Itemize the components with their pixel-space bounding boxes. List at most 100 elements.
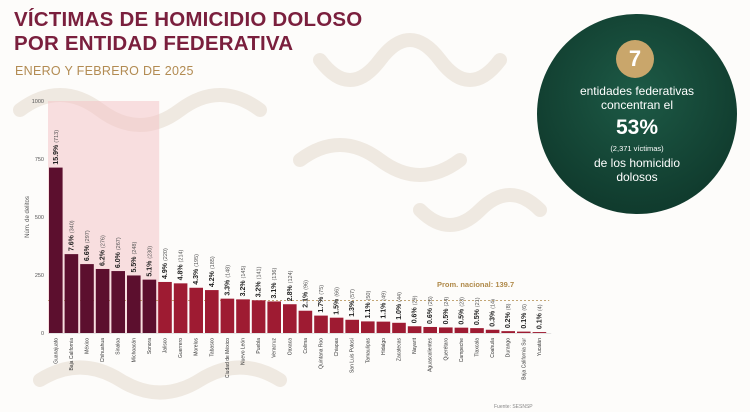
bar-count-label: (136) (272, 268, 278, 281)
category-label: Durango (506, 338, 512, 357)
bar-percent-label: 0.1% (536, 311, 543, 329)
bar-percent-label: 15.9% (53, 143, 60, 165)
bar (454, 327, 469, 333)
bar-value-label: 4.8% (214) (178, 249, 185, 280)
bar (501, 331, 515, 333)
bar-count-label: (248) (132, 242, 138, 255)
bar-value-label: 3.1% (136) (271, 268, 278, 299)
bar-count-label: (6) (522, 304, 528, 311)
bar (392, 322, 406, 333)
bar-percent-label: 0.5% (443, 307, 450, 325)
category-label: Aguascalientes (428, 338, 434, 372)
bar-percent-label: 3.2% (256, 279, 263, 297)
bar-count-label: (340) (69, 220, 75, 233)
bar-percent-label: 2.8% (287, 283, 294, 301)
bar-percent-label: 1.1% (380, 301, 387, 319)
category-label: Baja California Sur (521, 338, 527, 380)
bar (158, 281, 172, 333)
bar (80, 264, 94, 333)
bar-percent-label: 5.1% (146, 259, 153, 277)
bar-percent-label: 1.3% (349, 299, 356, 317)
bar-value-label: 2.8% (124) (287, 270, 294, 301)
page-title: VÍCTIMAS DE HOMICIDIO DOLOSO POR ENTIDAD… (14, 8, 362, 56)
category-label: Sinaloa (116, 338, 122, 355)
bar-count-label: (49) (381, 291, 387, 301)
bar-value-label: 4.2% (185) (209, 256, 216, 287)
category-label: Hidalgo (381, 338, 387, 355)
bar-count-label: (230) (147, 246, 153, 259)
bar-count-label: (267) (116, 237, 122, 250)
category-label: Oaxaca (287, 338, 293, 355)
bar (361, 321, 375, 333)
bar-count-label: (75) (319, 285, 325, 295)
bar-value-label: 0.2% (8) (505, 303, 512, 328)
bar-value-label: 4.9% (220) (162, 248, 169, 279)
bar-value-label: 0.1% (6) (521, 304, 528, 329)
callout-line-2: concentran el (600, 98, 674, 112)
bar-value-label: 1.7% (75) (318, 285, 325, 313)
bar-count-label: (220) (163, 248, 169, 261)
bar-count-label: (50) (366, 291, 372, 301)
callout-line-1: entidades federativas (579, 84, 695, 98)
category-label: San Luis Potosí (350, 337, 356, 373)
bar-value-label: 0.3% (14) (490, 299, 497, 327)
bar-value-label: 1.0% (44) (396, 292, 403, 320)
callout-line-3: de los homicidio (593, 156, 681, 170)
bar-percent-label: 2.1% (302, 290, 309, 308)
bar-value-label: 5.1% (230) (146, 246, 153, 277)
bar-count-label: (57) (350, 289, 356, 299)
callout-victims: (2,371 víctimas) (610, 144, 664, 153)
bar-count-label: (8) (506, 303, 512, 310)
bar (173, 283, 188, 333)
bar (189, 287, 203, 333)
bar-count-label: (185) (210, 256, 216, 269)
y-tick-label: 1000 (32, 99, 44, 105)
bar-percent-label: 0.2% (505, 310, 512, 328)
title-line-2: POR ENTIDAD FEDERATIVA (14, 32, 294, 55)
bar (517, 331, 531, 333)
category-label: Guanajuato (53, 338, 59, 364)
bar-value-label: 0.6% (26) (427, 296, 434, 324)
bar-count-label: (297) (85, 230, 91, 243)
bar-value-label: 7.6% (340) (68, 220, 75, 251)
bar-count-label: (21) (475, 297, 481, 307)
category-label: Colima (303, 338, 309, 354)
category-label: Michoacán (131, 338, 137, 362)
bar-percent-label: 1.5% (334, 297, 341, 315)
bar-value-label: 0.6% (29) (412, 295, 419, 323)
category-label: Chihuahua (100, 338, 106, 362)
bar-value-label: 0.5% (23) (458, 297, 465, 325)
bar-count-label: (96) (303, 280, 309, 290)
y-tick-label: 750 (35, 157, 44, 163)
bar-percent-label: 1.1% (365, 300, 372, 318)
bar-count-label: (713) (54, 130, 60, 143)
category-label: Sonora (147, 338, 153, 354)
bar-percent-label: 4.2% (209, 269, 216, 287)
bar (220, 298, 235, 333)
bar-count-label: (148) (225, 265, 231, 278)
callout-percent: 53% (615, 116, 659, 139)
category-label: Puebla (256, 338, 262, 354)
bar (127, 275, 141, 333)
bar-percent-label: 0.6% (427, 306, 434, 324)
bar-value-label: 0.1% (4) (536, 304, 543, 329)
bar-percent-label: 6.2% (100, 248, 107, 266)
callout-line-4: dolosos (616, 170, 658, 184)
category-label: Jalisco (163, 338, 169, 354)
bar-count-label: (44) (397, 292, 403, 302)
bar (329, 317, 344, 333)
y-tick-label: 0 (41, 331, 44, 337)
category-label: Tabasco (209, 338, 215, 357)
bar-percent-label: 1.7% (318, 295, 325, 313)
category-label: Veracruz (272, 338, 278, 358)
bar-count-label: (145) (241, 265, 247, 278)
bar-percent-label: 4.9% (162, 261, 169, 279)
bar-count-label: (29) (413, 295, 419, 305)
bar-percent-label: 4.3% (193, 267, 200, 285)
bar-percent-label: 6.0% (115, 250, 122, 268)
bar-percent-label: 0.3% (490, 309, 497, 327)
category-label: Querétaro (443, 338, 449, 361)
category-label: México (85, 338, 91, 354)
source-note: Fuente: SESNSP (494, 404, 533, 410)
